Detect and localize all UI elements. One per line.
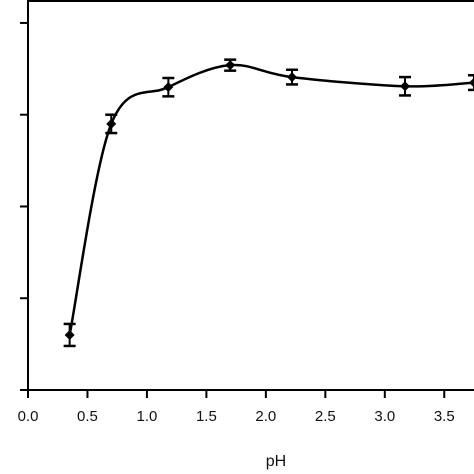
x-tick-label: 1.5 bbox=[196, 408, 217, 425]
x-axis: 0.0 0.5 1.0 1.5 2.0 2.5 3.0 3.5 bbox=[18, 390, 455, 425]
plot-frame bbox=[27, 0, 474, 391]
data-point bbox=[163, 82, 174, 93]
x-tick-label: 1.0 bbox=[137, 408, 158, 425]
data-point bbox=[469, 77, 474, 88]
data-point bbox=[225, 60, 236, 71]
y-axis-ticks bbox=[20, 21, 28, 391]
x-tick-label: 2.5 bbox=[315, 408, 336, 425]
x-tick-label: 0.5 bbox=[77, 408, 98, 425]
x-tick-label: 3.0 bbox=[374, 408, 395, 425]
x-tick-label: 2.0 bbox=[255, 408, 276, 425]
data-series bbox=[63, 58, 474, 348]
data-point bbox=[106, 118, 117, 129]
data-point bbox=[400, 81, 411, 92]
x-tick-label: 3.5 bbox=[434, 408, 455, 425]
x-axis-title: pH bbox=[266, 453, 286, 470]
error-bar bbox=[468, 73, 474, 92]
x-tick-label: 0.0 bbox=[18, 408, 39, 425]
data-point bbox=[64, 329, 75, 340]
data-point bbox=[287, 72, 298, 83]
series-line bbox=[68, 63, 474, 336]
